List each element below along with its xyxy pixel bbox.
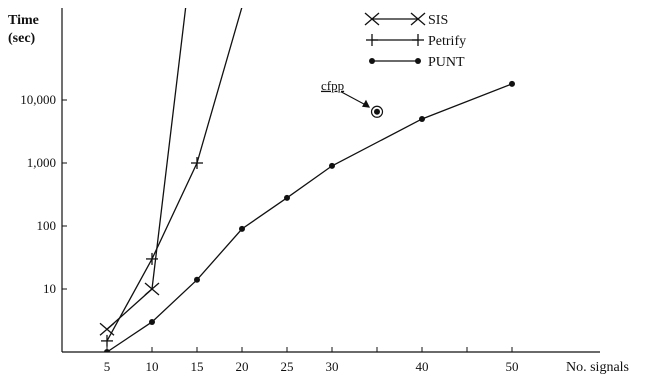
y-tick-label-1000: 1,000 xyxy=(27,155,56,170)
point-punt-40 xyxy=(419,115,425,122)
point-punt-5 xyxy=(104,349,110,352)
series-sis xyxy=(99,8,187,336)
x-axis-label: No. signals xyxy=(566,360,629,375)
x-tick-label-15: 15 xyxy=(191,359,204,374)
y-tick-label-100: 100 xyxy=(37,218,57,233)
legend-marker-start-punt xyxy=(369,58,375,64)
y-axis-label-line2: (sec) xyxy=(8,31,36,46)
series-line-punt xyxy=(106,83,513,352)
point-punt-10 xyxy=(149,318,155,325)
legend-label-punt: PUNT xyxy=(428,55,465,70)
y-axis-label-line1: Time xyxy=(8,13,39,28)
series-line-sis xyxy=(106,8,187,330)
legend-marker-end-petrify xyxy=(412,34,424,46)
point-sis-5-stroke-b xyxy=(99,322,115,336)
cfpp-point xyxy=(374,108,380,115)
legend-label-sis: SIS xyxy=(428,13,448,28)
x-tick-label-10: 10 xyxy=(146,359,159,374)
x-tick-label-40: 40 xyxy=(416,359,429,374)
annotation-layer: cfpp xyxy=(321,78,384,118)
y-tick-label-10000: 10,000 xyxy=(20,92,56,107)
legend-marker-start-sis xyxy=(364,12,380,26)
x-tick-label-20: 20 xyxy=(236,359,249,374)
legend-marker-start-sis-stroke-b xyxy=(364,12,380,26)
legend-marker-end-sis xyxy=(410,12,426,26)
series-line-petrify xyxy=(106,8,243,342)
cfpp-point-ring xyxy=(370,105,384,118)
legend-marker-end-sis-stroke-b xyxy=(410,12,426,26)
legend-item-punt: PUNT xyxy=(369,55,465,70)
legend: SIS Petrify PUNT xyxy=(364,12,466,70)
x-tick-label-25: 25 xyxy=(281,359,294,374)
point-petrify-15 xyxy=(191,157,203,169)
series-petrify xyxy=(101,8,243,347)
y-tick-label-10: 10 xyxy=(43,281,56,296)
point-petrify-5 xyxy=(101,334,113,347)
cfpp-label: cfpp xyxy=(321,78,344,93)
legend-item-sis: SIS xyxy=(364,12,448,28)
point-punt-50 xyxy=(509,80,515,87)
point-sis-10-stroke-b xyxy=(144,282,160,296)
point-punt-30 xyxy=(329,162,335,169)
x-tick-label-5: 5 xyxy=(104,359,111,374)
point-petrify-10 xyxy=(146,252,158,265)
legend-label-petrify: Petrify xyxy=(428,34,466,49)
axes xyxy=(61,8,600,353)
point-punt-15 xyxy=(194,276,200,283)
series-punt xyxy=(104,80,515,352)
legend-marker-end-punt xyxy=(415,58,421,64)
series-layer xyxy=(99,8,515,352)
ticks: 5 10 15 20 25 30 40 50 10 100 1,000 10,000 xyxy=(20,92,518,374)
x-tick-label-30: 30 xyxy=(326,359,339,374)
point-sis-5 xyxy=(99,322,115,336)
legend-item-petrify: Petrify xyxy=(366,34,466,49)
x-tick-label-50: 50 xyxy=(506,359,519,374)
cfpp-arrowhead xyxy=(362,99,370,108)
point-punt-20 xyxy=(239,225,245,232)
legend-marker-start-petrify xyxy=(366,34,378,46)
point-punt-25 xyxy=(284,194,290,201)
point-sis-10 xyxy=(144,282,160,296)
